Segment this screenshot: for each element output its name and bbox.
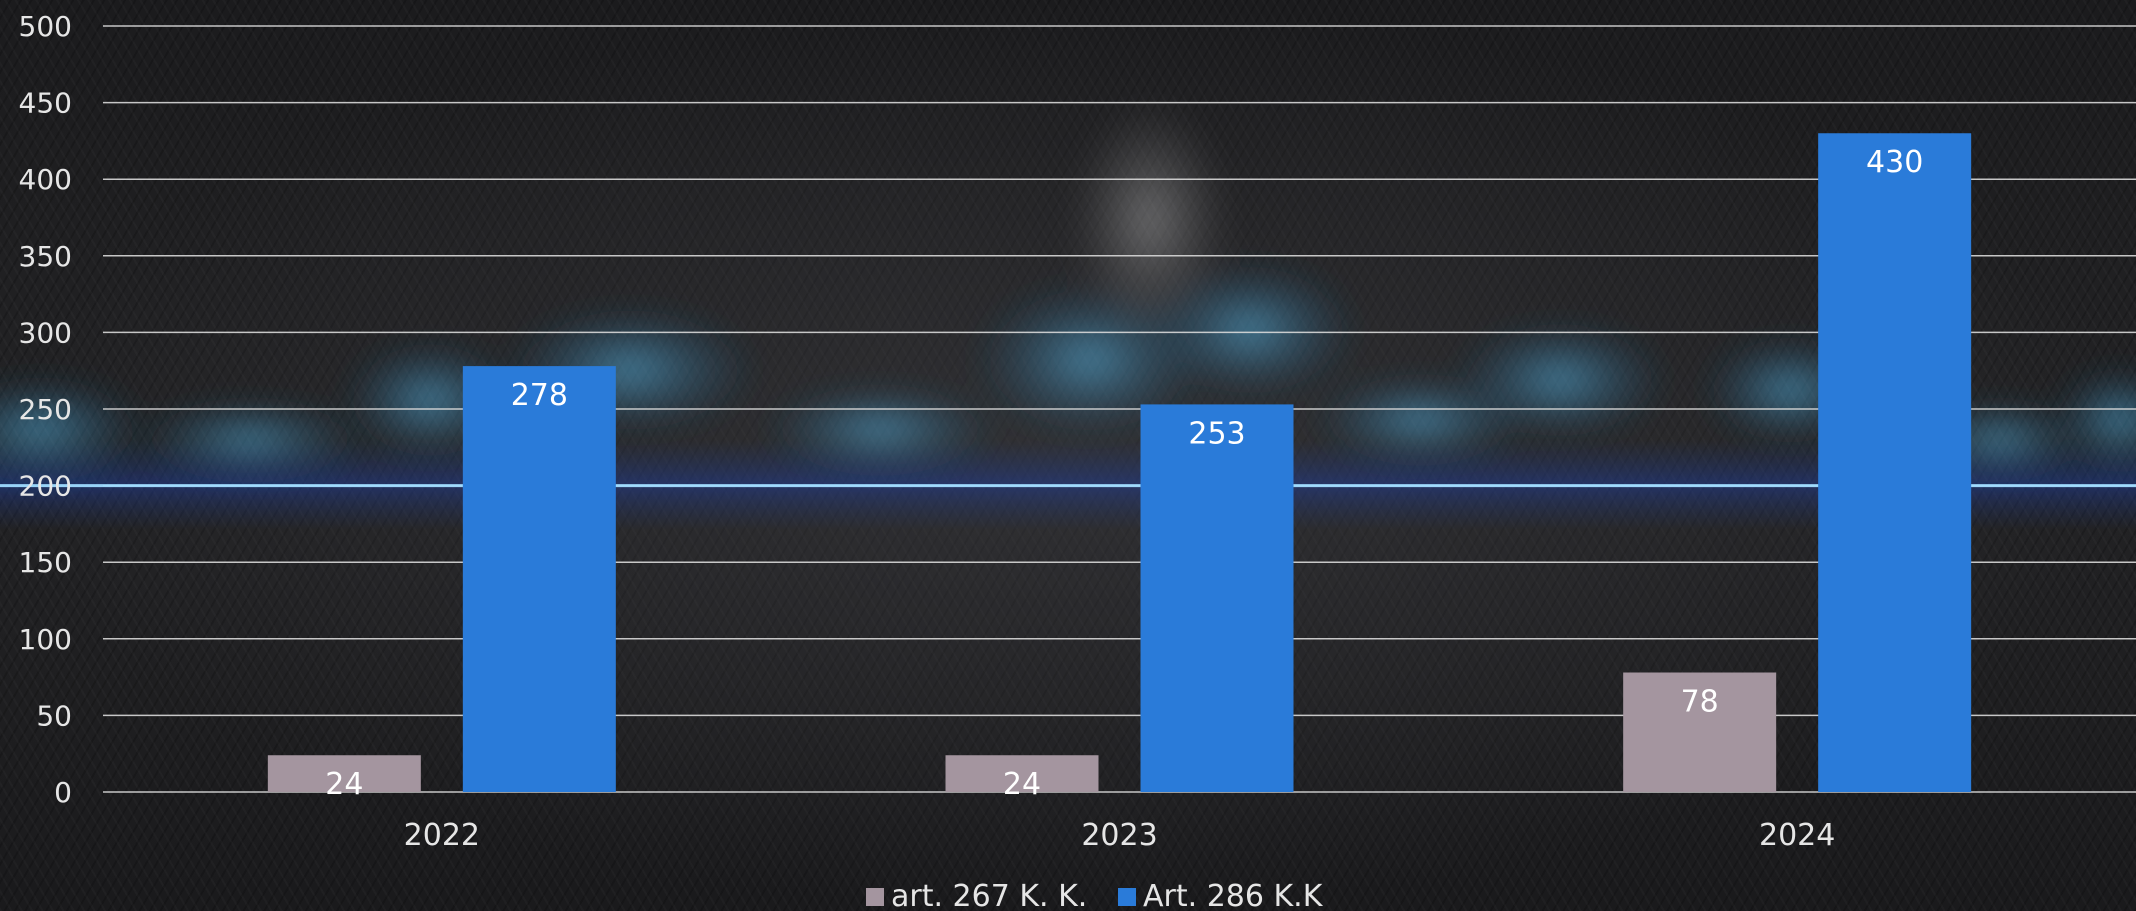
y-tick-label: 0 <box>54 776 72 809</box>
data-label: 78 <box>1681 685 1719 720</box>
smoke-decoration <box>0 100 2136 530</box>
legend-swatch <box>1118 888 1136 906</box>
legend: art. 267 K. K. Art. 286 K.K <box>866 879 1324 911</box>
y-tick-label: 450 <box>19 87 72 120</box>
bar-2022-series-1 <box>267 755 421 792</box>
data-label: 253 <box>1188 416 1245 451</box>
data-label: 24 <box>1003 767 1041 802</box>
y-tick-label: 400 <box>19 163 72 196</box>
x-category-label: 2024 <box>1759 818 1835 853</box>
bar-2023-series-1 <box>945 755 1099 792</box>
y-tick-label: 300 <box>19 316 72 349</box>
bar-2024-series-1 <box>1623 672 1777 792</box>
data-label: 278 <box>511 378 568 413</box>
y-tick-label: 100 <box>19 623 72 656</box>
x-category-label: 2023 <box>1081 818 1157 853</box>
y-tick-label: 350 <box>19 240 72 273</box>
y-tick-label: 150 <box>19 546 72 579</box>
x-category-label: 2022 <box>404 818 480 853</box>
data-label: 24 <box>325 767 363 802</box>
bars <box>267 133 1972 793</box>
legend-swatch <box>866 888 884 906</box>
y-axis: 0 50 100 150 200 250 300 350 400 450 500 <box>19 10 72 809</box>
bar-2024-series-2 <box>1818 133 1972 793</box>
bar-2023-series-2 <box>1140 404 1294 792</box>
legend-label: art. 267 K. K. <box>891 879 1087 911</box>
bar-2022-series-2 <box>462 366 616 792</box>
y-tick-label: 50 <box>36 699 72 732</box>
x-axis: 2022 2023 2024 <box>404 818 1836 853</box>
data-label: 430 <box>1866 145 1923 180</box>
y-tick-label: 200 <box>19 470 72 503</box>
data-labels: 24 278 24 253 78 430 <box>325 145 1923 802</box>
y-tick-label: 250 <box>19 393 72 426</box>
legend-label: Art. 286 K.K <box>1143 879 1324 911</box>
y-tick-label: 500 <box>19 10 72 43</box>
